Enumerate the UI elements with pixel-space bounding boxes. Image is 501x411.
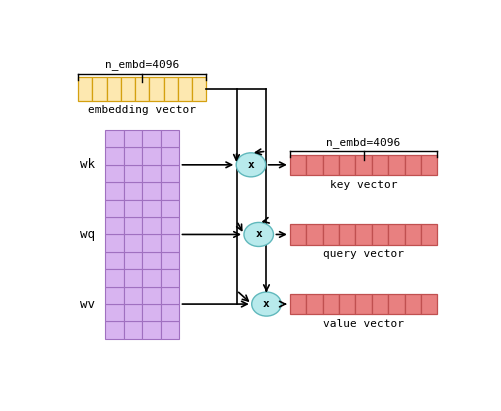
Bar	[388, 155, 404, 175]
Bar	[142, 269, 161, 287]
Text: x: x	[256, 229, 262, 240]
Bar	[135, 77, 149, 101]
Bar	[388, 224, 404, 245]
Bar	[124, 165, 142, 182]
Bar	[178, 77, 192, 101]
Bar	[306, 224, 323, 245]
Text: value vector: value vector	[323, 319, 404, 329]
Bar	[388, 294, 404, 314]
Text: embedding vector: embedding vector	[88, 106, 196, 115]
Bar	[306, 294, 323, 314]
Bar	[105, 304, 124, 321]
Bar	[323, 294, 339, 314]
Bar	[161, 321, 179, 339]
Bar	[355, 155, 372, 175]
Text: query vector: query vector	[323, 249, 404, 259]
Bar	[105, 200, 124, 217]
Bar	[105, 217, 124, 234]
Bar	[372, 155, 388, 175]
Bar	[192, 77, 206, 101]
Bar	[161, 200, 179, 217]
Bar	[142, 200, 161, 217]
Bar	[421, 294, 437, 314]
Bar	[105, 287, 124, 304]
Bar	[142, 182, 161, 200]
Bar	[92, 77, 107, 101]
Bar	[161, 130, 179, 148]
Bar	[355, 294, 372, 314]
Bar	[323, 155, 339, 175]
Bar	[142, 217, 161, 234]
Bar	[161, 287, 179, 304]
Bar	[124, 130, 142, 148]
Bar	[161, 234, 179, 252]
Bar	[161, 252, 179, 269]
Bar	[105, 321, 124, 339]
Bar	[161, 269, 179, 287]
Bar	[142, 148, 161, 165]
Bar	[290, 294, 306, 314]
Bar	[161, 304, 179, 321]
Bar	[421, 155, 437, 175]
Bar	[124, 321, 142, 339]
Bar	[142, 321, 161, 339]
Bar	[372, 224, 388, 245]
Bar	[290, 155, 306, 175]
Bar	[339, 155, 355, 175]
Bar	[105, 252, 124, 269]
Bar	[161, 217, 179, 234]
Circle shape	[236, 153, 266, 177]
Bar	[124, 217, 142, 234]
Bar	[306, 155, 323, 175]
Text: wk: wk	[80, 158, 95, 171]
Bar	[105, 269, 124, 287]
Bar	[124, 252, 142, 269]
Bar	[124, 148, 142, 165]
Bar	[372, 294, 388, 314]
Bar	[404, 224, 421, 245]
Bar	[124, 182, 142, 200]
Bar	[142, 287, 161, 304]
Bar	[121, 77, 135, 101]
Bar	[105, 165, 124, 182]
Bar	[142, 165, 161, 182]
Text: n_embd=4096: n_embd=4096	[327, 137, 401, 148]
Bar	[107, 77, 121, 101]
Bar	[124, 269, 142, 287]
Circle shape	[244, 222, 274, 247]
Bar	[161, 182, 179, 200]
Bar	[78, 77, 92, 101]
Circle shape	[252, 292, 281, 316]
Bar	[124, 287, 142, 304]
Bar	[105, 234, 124, 252]
Bar	[105, 130, 124, 148]
Bar	[105, 182, 124, 200]
Text: x: x	[263, 299, 270, 309]
Bar	[339, 224, 355, 245]
Bar	[124, 234, 142, 252]
Bar	[290, 224, 306, 245]
Text: wv: wv	[80, 298, 95, 311]
Bar	[142, 234, 161, 252]
Text: key vector: key vector	[330, 180, 397, 190]
Text: n_embd=4096: n_embd=4096	[105, 59, 179, 70]
Bar	[161, 148, 179, 165]
Text: wq: wq	[80, 228, 95, 241]
Bar	[142, 252, 161, 269]
Bar	[105, 148, 124, 165]
Bar	[124, 200, 142, 217]
Bar	[339, 294, 355, 314]
Bar	[149, 77, 163, 101]
Bar	[142, 130, 161, 148]
Bar	[124, 304, 142, 321]
Bar	[355, 224, 372, 245]
Bar	[142, 304, 161, 321]
Bar	[163, 77, 178, 101]
Text: x: x	[247, 160, 255, 170]
Bar	[421, 224, 437, 245]
Bar	[323, 224, 339, 245]
Bar	[404, 155, 421, 175]
Bar	[404, 294, 421, 314]
Bar	[161, 165, 179, 182]
